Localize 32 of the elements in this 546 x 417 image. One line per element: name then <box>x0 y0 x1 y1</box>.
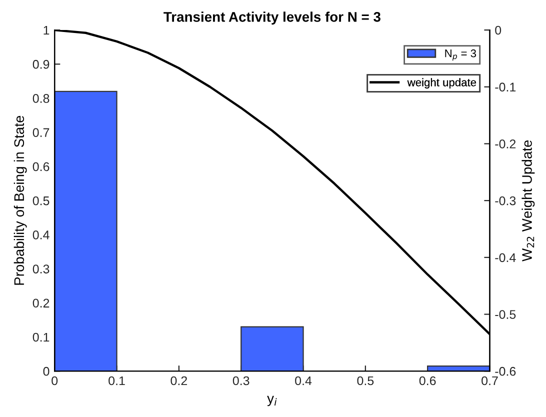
y-tick-label: 0.7 <box>32 128 50 138</box>
y2-tick-label: 0 <box>495 26 502 35</box>
chart-title: Transient Activity levels for N = 3 <box>164 12 380 25</box>
y2-tick-label: -0.4 <box>495 253 516 262</box>
y2-tick-label: -0.3 <box>495 196 516 206</box>
y-tick-label: 0.5 <box>32 196 50 206</box>
x-tick-label: 0 <box>52 376 58 386</box>
y-tick-label: 0 <box>43 366 50 376</box>
y2-tick-label: -0.2 <box>495 140 516 148</box>
y-tick-label: 0.9 <box>32 60 50 69</box>
legend-label: weight update <box>407 78 476 88</box>
y-axis-title: Probability of Being in State <box>14 116 27 285</box>
x-axis-title: y$_{i}$ <box>267 396 277 406</box>
x-tick-label: 0.4 <box>295 376 312 386</box>
x-tick-label: 0.1 <box>108 376 125 386</box>
x-tick-label: 0.3 <box>232 376 250 386</box>
y-tick-label: 0.6 <box>32 162 50 172</box>
y2-tick-label: -0.1 <box>495 82 516 92</box>
x-tick-label: 0.6 <box>419 376 436 386</box>
x-tick-label: 0.5 <box>357 376 374 386</box>
x-tick-label: 0.7 <box>482 376 498 386</box>
y-tick-label: 0.3 <box>32 264 50 274</box>
y-tick-label: 0.8 <box>32 94 50 103</box>
y2-tick-label: -0.5 <box>495 310 516 319</box>
y2-tick-label: -0.6 <box>495 366 516 376</box>
y-tick-label: 0.1 <box>32 332 50 342</box>
legend-label: N$_{p}$ = 3 <box>445 49 476 61</box>
x-tick-label: 0.2 <box>170 376 187 386</box>
y-tick-label: 0.2 <box>32 298 50 308</box>
y2-axis-title: W$_{22}$ Weight Update <box>522 140 535 262</box>
y-tick-label: 1 <box>44 26 50 35</box>
y-tick-label: 0.4 <box>32 230 50 240</box>
